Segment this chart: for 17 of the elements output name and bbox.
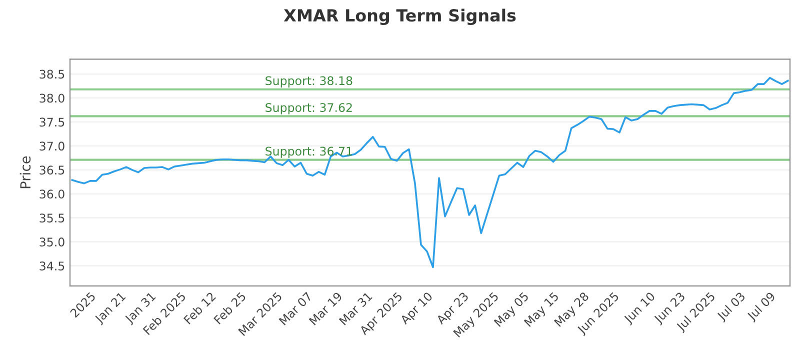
y-tick-label: 37.0 [40, 142, 64, 151]
ref-line-label: Support: 38.18 [266, 76, 352, 88]
y-tick-label: 37.5 [40, 118, 64, 127]
y-tick-label: 36.5 [40, 166, 64, 175]
y-tick-label: 35.0 [40, 238, 64, 246]
y-axis-title: Price [20, 156, 31, 188]
y-tick-label: 35.5 [40, 214, 64, 223]
ref-line-label: Support: 36.71 [266, 146, 352, 158]
y-tick-label: 38.5 [40, 70, 64, 79]
y-tick-label: 36.0 [40, 190, 64, 199]
line-series [71, 76, 789, 268]
x-tick-label: Jul 03 [716, 291, 748, 323]
x-tick-label: Jul 09 [746, 291, 778, 323]
y-tick-label: 34.5 [40, 262, 64, 270]
y-tick-label: 38.0 [40, 94, 64, 103]
ref-line-label: Support: 37.62 [266, 103, 352, 114]
chart-title: XMAR Long Term Signals [284, 8, 516, 26]
